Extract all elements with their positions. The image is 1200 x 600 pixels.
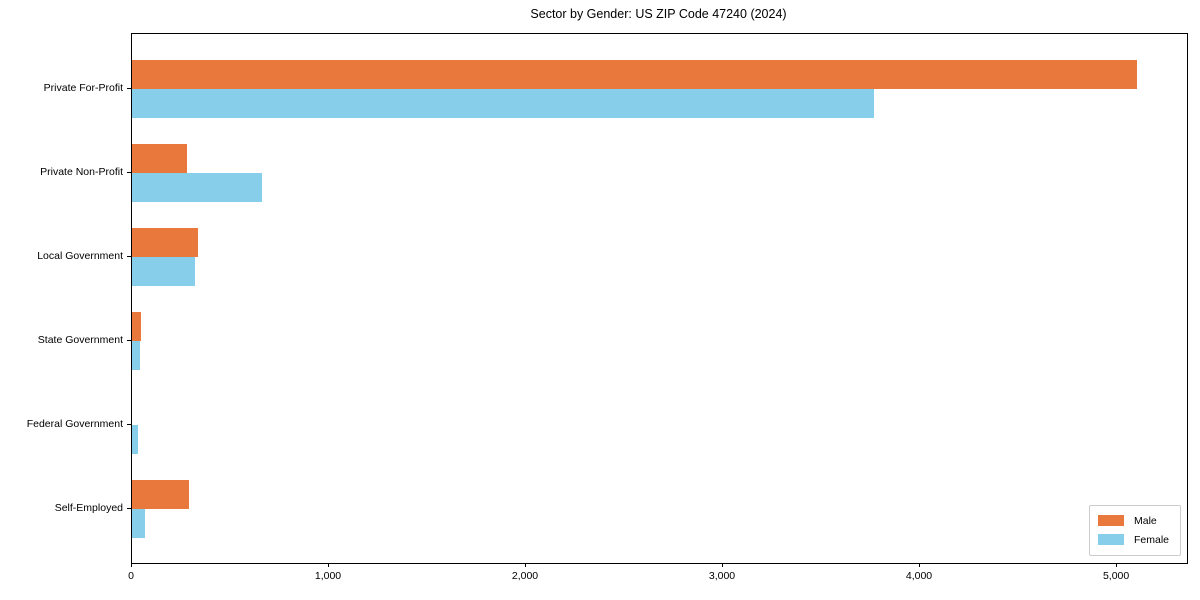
x-tick-mark: [525, 563, 526, 567]
x-tick-label: 0: [128, 570, 134, 582]
y-tick-mark: [127, 340, 131, 341]
bar-female-3: [132, 257, 195, 286]
x-tick-mark: [919, 563, 920, 567]
bar-male-1: [132, 60, 1137, 89]
male-series-swatch: [1098, 515, 1124, 526]
x-tick-mark: [1116, 563, 1118, 567]
bar-male-4: [132, 312, 141, 341]
legend-item-female: Female: [1098, 530, 1172, 549]
y-category-label: Local Government: [37, 250, 123, 262]
x-tick-mark: [328, 563, 329, 567]
bar-female-5: [132, 425, 138, 454]
x-tick-label: 5,000: [1102, 570, 1130, 582]
plot-area: Male Female: [131, 33, 1188, 564]
y-tick-mark: [127, 508, 131, 509]
x-tick-label: 4,000: [905, 570, 933, 582]
legend-item-male: Male: [1098, 511, 1172, 530]
bar-female-6: [132, 509, 145, 538]
x-tick-mark: [722, 563, 723, 567]
legend-label-female: Female: [1134, 533, 1170, 546]
bar-male-3: [132, 228, 198, 257]
bar-female-2: [132, 173, 262, 202]
bar-male-2: [132, 144, 188, 173]
female-series-swatch: [1098, 534, 1124, 545]
y-category-label: Self-Employed: [54, 502, 123, 514]
bar-male-6: [132, 480, 190, 509]
y-category-label: Federal Government: [26, 418, 123, 430]
x-tick-label: 1,000: [314, 570, 342, 582]
x-tick-label: 2,000: [511, 570, 539, 582]
y-category-label: Private Non-Profit: [40, 166, 123, 178]
y-tick-mark: [127, 424, 131, 425]
y-category-label: State Government: [37, 334, 123, 346]
bar-female-1: [132, 89, 874, 118]
legend: Male Female: [1089, 505, 1181, 556]
x-tick-label: 3,000: [708, 570, 736, 582]
legend-label-male: Male: [1134, 514, 1157, 527]
chart-title: Sector by Gender: US ZIP Code 47240 (202…: [530, 7, 787, 21]
y-tick-mark: [127, 256, 131, 257]
y-category-label: Private For-Profit: [43, 82, 123, 94]
y-tick-mark: [127, 88, 131, 89]
y-tick-mark: [127, 172, 131, 173]
x-tick-mark: [131, 563, 132, 567]
bar-female-4: [132, 341, 140, 370]
